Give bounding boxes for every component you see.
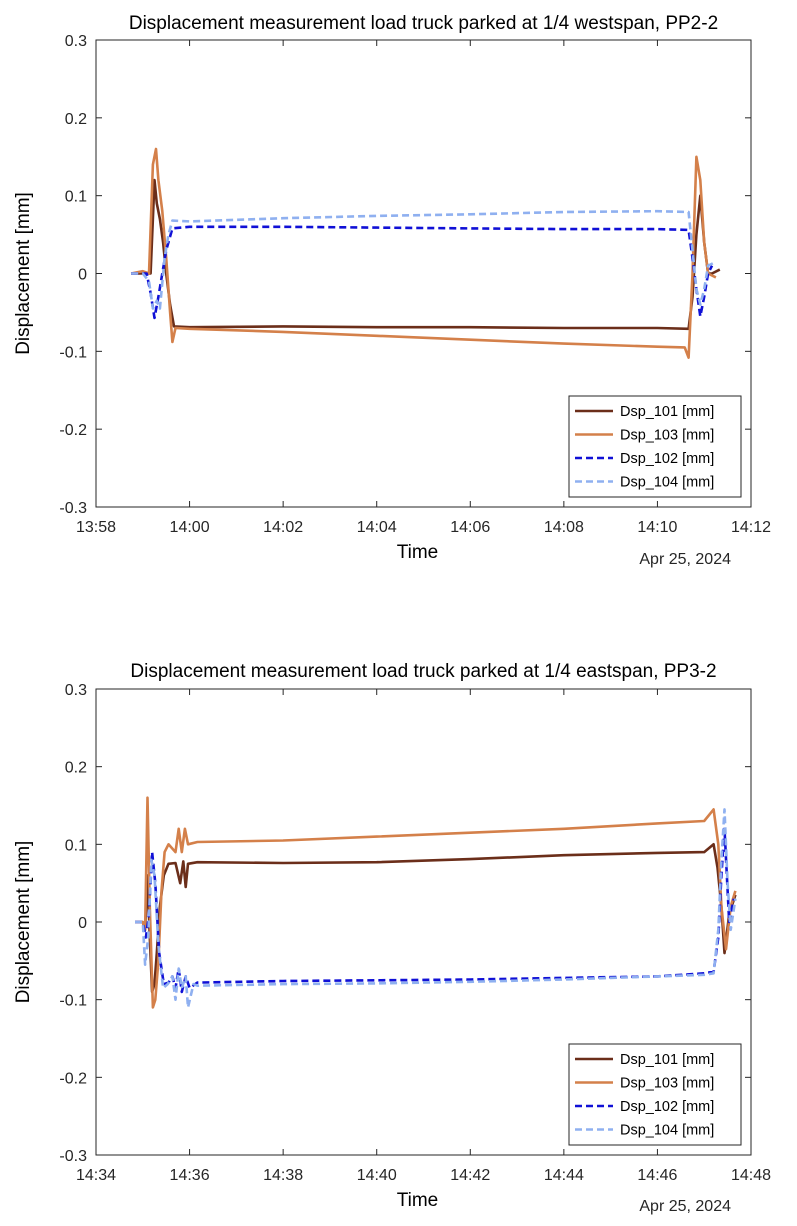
y-tick-label: 0.1	[65, 837, 87, 854]
legend-entry: Dsp_101 [mm]	[620, 404, 714, 420]
y-tick-label: -0.3	[59, 1148, 87, 1165]
legend-entry: Dsp_102 [mm]	[620, 451, 714, 467]
x-tick-label: 14:00	[170, 519, 210, 536]
x-axis-label: Time	[397, 1190, 439, 1211]
y-tick-label: -0.1	[59, 993, 87, 1010]
series-line-4	[135, 808, 737, 1009]
series-line-4	[131, 209, 717, 310]
y-tick-label: 0.2	[65, 111, 87, 128]
legend-box	[568, 395, 742, 498]
legend-entry: Dsp_102 [mm]	[620, 1099, 714, 1115]
y-tick-label: -0.2	[59, 1070, 87, 1087]
chart-2: Displacement measurement load truck park…	[13, 661, 771, 1215]
legend-entry: Dsp_103 [mm]	[620, 428, 714, 444]
y-axis-label: Displacement [mm]	[13, 841, 34, 1004]
series-line-2	[135, 796, 737, 1009]
y-tick-label: 0.2	[65, 760, 87, 777]
x-tick-label: 14:46	[637, 1167, 677, 1184]
date-label: Apr 25, 2024	[639, 1198, 731, 1215]
chart-title: Displacement measurement load truck park…	[129, 13, 718, 34]
series-group	[135, 796, 737, 1009]
x-tick-label: 14:38	[263, 1167, 303, 1184]
y-tick-label: 0.3	[65, 682, 87, 699]
date-label: Apr 25, 2024	[639, 551, 731, 568]
series-line-3	[131, 225, 714, 320]
x-tick-label: 14:44	[544, 1167, 584, 1184]
chart-title: Displacement measurement load truck park…	[130, 661, 716, 682]
x-tick-label: 14:34	[76, 1167, 116, 1184]
legend-box	[568, 1043, 742, 1146]
x-axis-label: Time	[397, 542, 439, 563]
legend: Dsp_101 [mm] Dsp_103 [mm] Dsp_102 [mm] Dsp_…	[568, 1043, 742, 1146]
x-tick-label: 13:58	[76, 519, 116, 536]
x-tick-label: 14:10	[637, 519, 677, 536]
legend-entry: Dsp_101 [mm]	[620, 1052, 714, 1068]
y-tick-label: 0.3	[65, 33, 87, 50]
legend: Dsp_101 [mm] Dsp_103 [mm] Dsp_102 [mm] Dsp_…	[568, 395, 742, 498]
y-tick-label: 0	[78, 267, 87, 284]
series-line-2	[130, 147, 717, 359]
y-tick-label: -0.2	[59, 422, 87, 439]
legend-entry: Dsp_103 [mm]	[620, 1076, 714, 1092]
x-tick-label: 14:06	[450, 519, 490, 536]
y-tick-label: 0.1	[65, 189, 87, 206]
x-tick-label: 14:40	[357, 1167, 397, 1184]
chart-1: Displacement measurement load truck park…	[13, 13, 771, 568]
x-tick-label: 14:08	[544, 519, 584, 536]
series-group	[130, 147, 721, 359]
x-tick-label: 14:36	[170, 1167, 210, 1184]
y-tick-label: -0.3	[59, 500, 87, 517]
x-tick-label: 14:04	[357, 519, 397, 536]
y-axis-label: Displacement [mm]	[13, 192, 34, 355]
y-tick-label: 0	[78, 915, 87, 932]
x-tick-label: 14:42	[450, 1167, 490, 1184]
x-tick-label: 14:12	[731, 519, 771, 536]
legend-entry: Dsp_104 [mm]	[620, 1123, 714, 1139]
y-tick-label: -0.1	[59, 344, 87, 361]
x-tick-label: 14:48	[731, 1167, 771, 1184]
legend-entry: Dsp_104 [mm]	[620, 475, 714, 491]
x-tick-label: 14:02	[263, 519, 303, 536]
